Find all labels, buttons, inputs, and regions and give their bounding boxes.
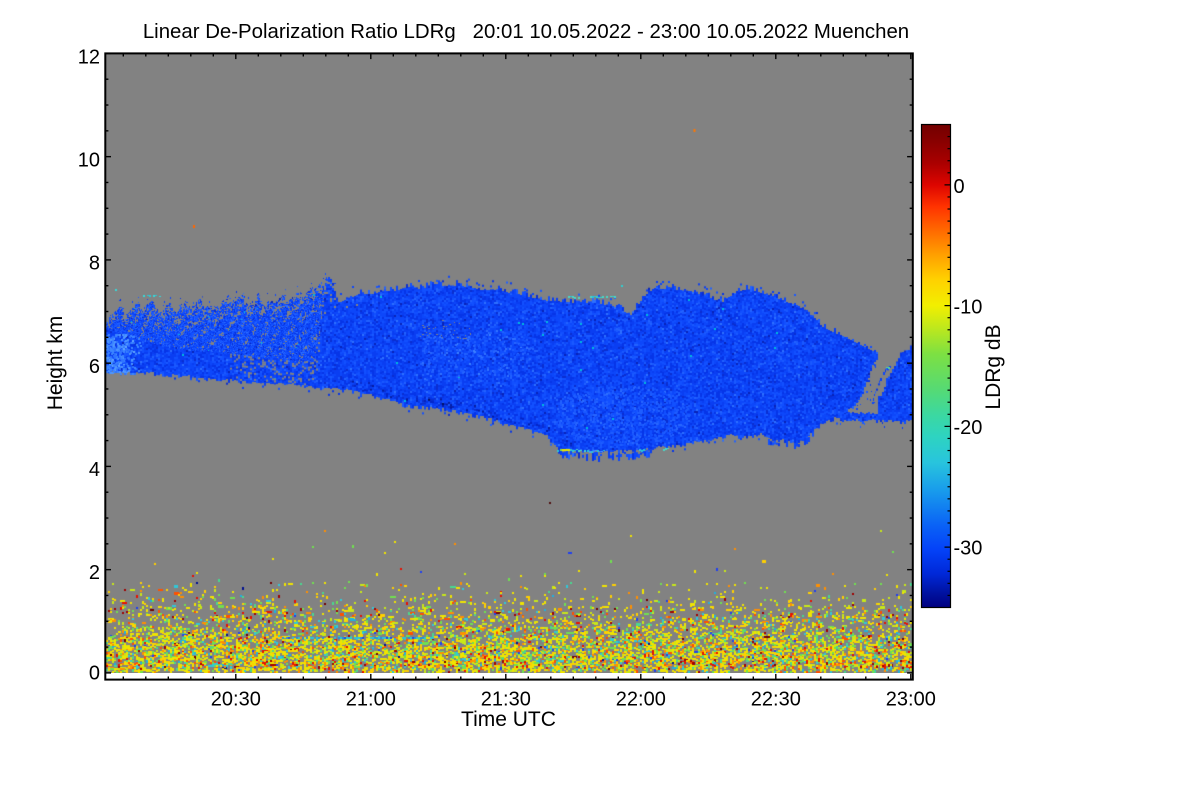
- svg-text:23:00: 23:00: [886, 689, 936, 711]
- svg-text:21:00: 21:00: [346, 689, 396, 711]
- svg-text:4: 4: [89, 459, 100, 481]
- svg-text:-20: -20: [954, 417, 983, 439]
- svg-text:6: 6: [89, 356, 100, 378]
- svg-text:21:30: 21:30: [481, 689, 531, 711]
- svg-text:2: 2: [89, 562, 100, 584]
- svg-text:Linear De-Polarization Ratio L: Linear De-Polarization Ratio LDRg 20:01 …: [143, 21, 909, 43]
- svg-text:-30: -30: [954, 538, 983, 560]
- svg-text:22:30: 22:30: [751, 689, 801, 711]
- svg-text:-10: -10: [954, 297, 983, 319]
- svg-text:0: 0: [954, 176, 965, 198]
- svg-text:20:30: 20:30: [211, 689, 261, 711]
- svg-text:Height km: Height km: [44, 316, 67, 411]
- svg-text:22:00: 22:00: [616, 689, 666, 711]
- svg-text:Time UTC: Time UTC: [461, 708, 556, 731]
- svg-text:LDRg dB: LDRg dB: [982, 324, 1005, 409]
- svg-text:8: 8: [89, 253, 100, 275]
- svg-text:0: 0: [89, 663, 100, 685]
- svg-text:10: 10: [78, 150, 100, 172]
- svg-text:12: 12: [78, 47, 100, 69]
